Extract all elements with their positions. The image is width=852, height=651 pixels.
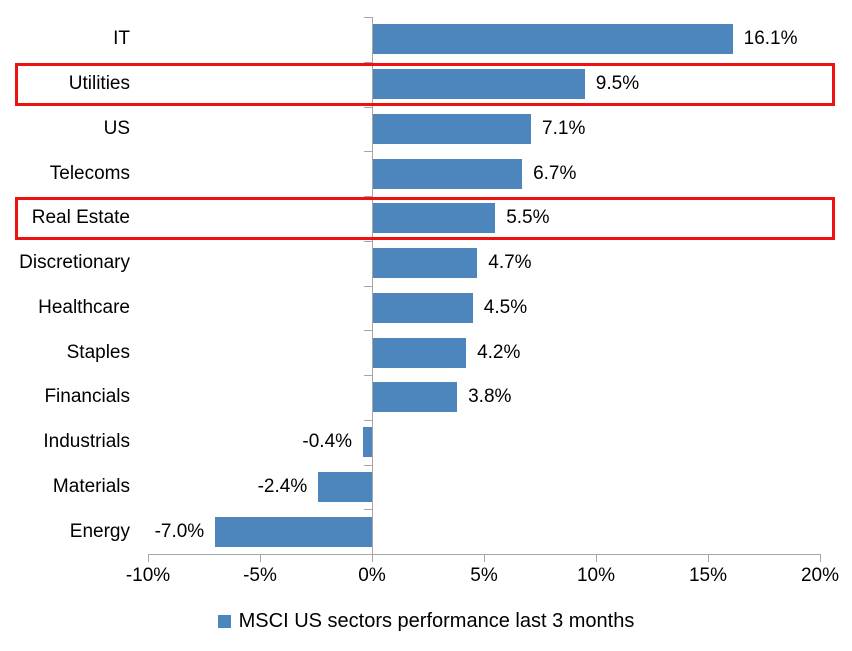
value-label: 5.5% [506, 207, 550, 229]
highlight-box-utilities [15, 62, 835, 106]
legend-label: MSCI US sectors performance last 3 month… [238, 610, 635, 632]
value-label: 3.8% [468, 386, 512, 408]
bar-discretionary [372, 248, 478, 279]
category-label: US [103, 117, 130, 139]
legend-series-marker-icon [217, 615, 231, 628]
category-label: Discretionary [19, 252, 130, 274]
value-label: 4.7% [488, 252, 532, 274]
x-tick-label: 10% [576, 565, 616, 586]
category-label: Utilities [68, 73, 130, 95]
category-tick [364, 196, 372, 197]
value-label: 9.5% [595, 73, 640, 95]
category-tick [364, 241, 372, 242]
category-tick [364, 107, 372, 108]
value-axis-tick [260, 555, 261, 562]
category-label: Healthcare [38, 296, 130, 318]
category-tick [364, 151, 372, 152]
bar-it [372, 24, 733, 55]
value-axis-tick [708, 555, 709, 562]
bar-telecoms [372, 158, 523, 189]
category-label: Materials [52, 475, 130, 497]
category-tick [364, 17, 372, 18]
x-tick-label: -5% [243, 565, 277, 586]
category-tick [364, 375, 372, 376]
x-tick-label: 5% [470, 565, 498, 586]
x-tick-label: 15% [688, 565, 728, 586]
x-tick-label: -10% [125, 565, 171, 586]
category-tick [364, 420, 372, 421]
bar-healthcare [372, 292, 473, 323]
bar-real-estate [372, 203, 496, 234]
value-axis-line [148, 554, 821, 555]
x-tick-label: 20% [800, 565, 840, 586]
bar-industrials [363, 427, 372, 458]
value-axis-tick [148, 555, 149, 562]
category-label: Energy [69, 520, 130, 542]
category-tick [364, 62, 372, 63]
value-label: 4.2% [477, 341, 521, 363]
bar-energy [215, 516, 372, 547]
bar-us [372, 113, 532, 144]
legend: MSCI US sectors performance last 3 month… [0, 610, 852, 633]
value-label: -7.0% [154, 520, 205, 542]
category-label: Telecoms [49, 162, 130, 184]
bar-utilities [372, 69, 585, 100]
value-label: -2.4% [257, 475, 308, 497]
value-axis-tick [596, 555, 597, 562]
value-label: 6.7% [533, 162, 577, 184]
value-label: 16.1% [743, 28, 798, 50]
highlight-box-real-estate [15, 196, 835, 240]
category-tick [364, 330, 372, 331]
category-tick [364, 509, 372, 510]
category-axis-line [372, 17, 373, 555]
value-label: -0.4% [302, 431, 353, 453]
value-axis-tick [820, 555, 821, 562]
value-label: 7.1% [542, 117, 586, 139]
category-label: Financials [44, 386, 130, 408]
value-axis-tick [372, 555, 373, 562]
bar-materials [318, 471, 372, 502]
x-tick-label: 0% [358, 565, 386, 586]
bar-financials [372, 382, 458, 413]
category-label: Real Estate [31, 207, 130, 229]
bar-staples [372, 337, 467, 368]
value-axis-tick [484, 555, 485, 562]
category-label: IT [113, 28, 130, 50]
category-tick [364, 465, 372, 466]
category-label: Staples [66, 341, 130, 363]
category-tick [364, 286, 372, 287]
category-label: Industrials [43, 431, 130, 453]
value-label: 4.5% [483, 296, 528, 318]
